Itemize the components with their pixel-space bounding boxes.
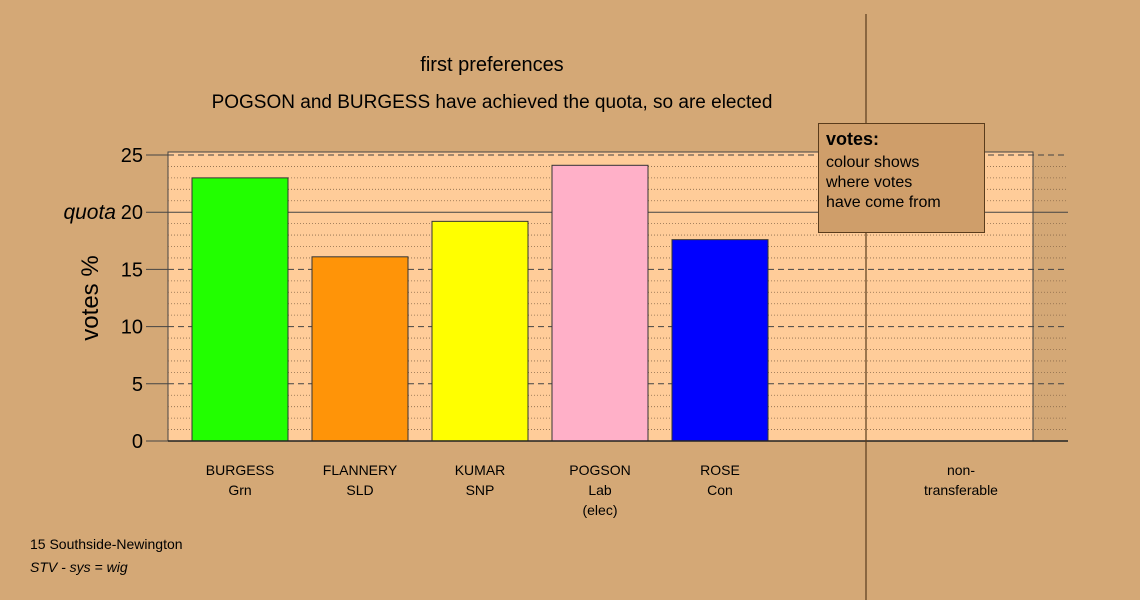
legend-title: votes: [826,129,880,149]
system-label: STV - sys = wig [30,559,128,575]
y-tick-label: 5 [132,374,143,396]
category-party-label: SNP [466,482,495,498]
non-transferable-label: transferable [924,482,998,498]
legend-line: where votes [826,174,913,191]
legend-box: votes: colour shows where votes have com… [818,123,985,233]
bar-burgess [191,177,289,442]
quota-label: quota [63,201,116,224]
y-tick-label: 20 [121,202,143,224]
category-party-label: Grn [228,482,251,498]
constituency-label: 15 Southside-Newington [30,536,183,552]
y-axis-label: votes % [77,255,104,340]
y-tick-label: 10 [121,317,143,339]
bar-kumar [431,220,529,442]
category-party-label: SLD [346,482,373,498]
category-name-label: POGSON [569,462,630,478]
y-tick-label: 15 [121,259,143,281]
chart-subtitle: POGSON and BURGESS have achieved the quo… [212,92,773,113]
y-tick-label: 25 [121,145,143,167]
category-name-label: KUMAR [455,462,506,478]
bar-flannery [311,256,409,442]
non-transferable-label: non- [947,462,975,478]
category-party-label: Lab [588,482,612,498]
legend-line: have come from [826,194,941,211]
category-status-label: (elec) [582,502,617,518]
category-name-label: BURGESS [206,462,274,478]
category-name-label: FLANNERY [323,462,398,478]
bar-pogson [551,164,649,442]
bar-rose [671,239,769,442]
category-name-label: ROSE [700,462,740,478]
chart-title: first preferences [420,54,563,76]
y-tick-label: 0 [132,431,143,453]
category-party-label: Con [707,482,733,498]
legend-line: colour shows [826,154,920,171]
